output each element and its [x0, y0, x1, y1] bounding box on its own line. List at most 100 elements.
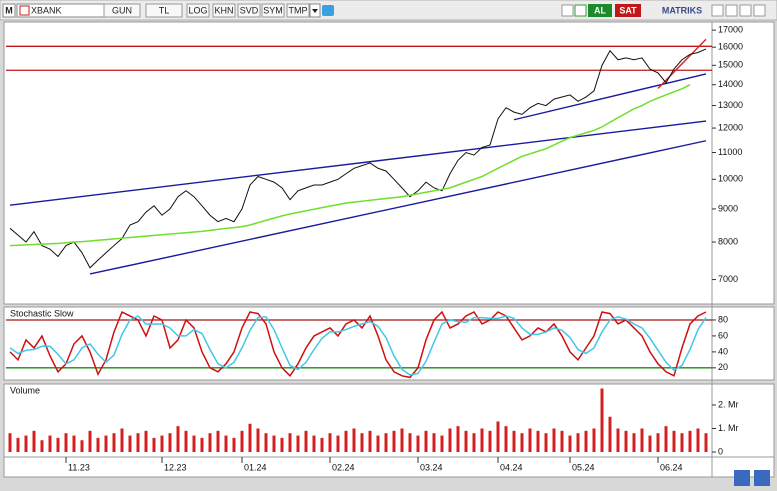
buy-label: AL: [594, 5, 606, 15]
volume-bar: [368, 430, 372, 452]
window-button[interactable]: [739, 4, 752, 17]
volume-bar: [184, 430, 188, 452]
toolbar-button[interactable]: [103, 3, 141, 18]
series-line: [9, 84, 691, 247]
volume-bar: [8, 433, 12, 452]
volume-bar: [344, 430, 348, 452]
trend-line: [657, 38, 707, 89]
twitter-icon[interactable]: [322, 5, 334, 16]
toolbar-button[interactable]: [261, 3, 285, 18]
volume-bar: [72, 435, 76, 452]
toolbar-button[interactable]: [186, 3, 210, 18]
sell-button[interactable]: [615, 4, 641, 17]
icon-button[interactable]: [574, 4, 587, 17]
volume-bar: [680, 433, 684, 452]
volume-bar: [448, 428, 452, 452]
y-tick-label: 2. Mr: [718, 399, 739, 409]
volume-bar: [464, 430, 468, 452]
volume-bar: [544, 433, 548, 452]
volume-bar: [584, 430, 588, 452]
trend-line: [513, 73, 707, 121]
volume-bar: [536, 430, 540, 452]
dropdown-arrow: [312, 9, 318, 13]
trend-line: [9, 120, 707, 206]
panel-title: Stochastic Slow: [10, 308, 74, 318]
volume-bar: [552, 428, 556, 452]
volume-bar: [40, 440, 44, 452]
volume-bar: [256, 428, 260, 452]
volume-bar: [328, 433, 332, 452]
y-tick-label: 80: [718, 314, 728, 324]
toolbar-button[interactable]: [212, 3, 236, 18]
volume-bar: [496, 421, 500, 452]
volume-bar: [504, 426, 508, 452]
volume-bar: [64, 433, 68, 452]
y-tick-label: 60: [718, 330, 728, 340]
volume-bar: [424, 430, 428, 452]
panel-title: Volume: [10, 385, 40, 395]
volume-bar: [136, 433, 140, 452]
volume-bar: [376, 435, 380, 452]
toolbar-button-label: LOG: [188, 5, 207, 15]
nav-button[interactable]: [734, 470, 750, 486]
toolbar-button[interactable]: [145, 3, 183, 18]
volume-bar: [32, 430, 36, 452]
sell-label: SAT: [619, 5, 637, 15]
window-button[interactable]: [725, 4, 738, 17]
toolbar-button-label: GUN: [112, 5, 132, 15]
nav-button[interactable]: [754, 470, 770, 486]
volume-bar: [592, 428, 596, 452]
volume-bar: [248, 423, 252, 452]
toolbar-button[interactable]: [237, 3, 261, 18]
volume-bar: [168, 433, 172, 452]
volume-bar: [520, 433, 524, 452]
y-tick-label: 15000: [718, 60, 743, 70]
logo: M: [5, 5, 13, 15]
volume-bar: [232, 437, 236, 452]
volume-bar: [408, 433, 412, 452]
y-tick-label: 1. Mr: [718, 423, 739, 433]
volume-bar: [216, 430, 220, 452]
volume-bar: [600, 388, 604, 452]
buy-button[interactable]: [588, 4, 612, 17]
logo-button[interactable]: [2, 3, 16, 18]
volume-bar: [264, 433, 268, 452]
toolbar-button[interactable]: [286, 3, 310, 18]
toolbar-button-label: TL: [159, 5, 170, 15]
volume-bar: [640, 428, 644, 452]
volume-bar: [288, 433, 292, 452]
volume-bar: [560, 430, 564, 452]
volume-bar: [416, 435, 420, 452]
x-tick-label: 03.24: [420, 462, 443, 472]
volume-bar: [272, 435, 276, 452]
volume-bar: [96, 437, 100, 452]
icon-button[interactable]: [561, 4, 574, 17]
window-button[interactable]: [711, 4, 724, 17]
volume-bar: [160, 435, 164, 452]
volume-bar: [56, 437, 60, 452]
volume-bar: [576, 433, 580, 452]
y-tick-label: 13000: [718, 100, 743, 110]
symbol: XBANK: [31, 5, 62, 15]
volume-bar: [352, 428, 356, 452]
volume-bar: [224, 435, 228, 452]
x-tick-label: 01.24: [244, 462, 267, 472]
volume-panel: [3, 383, 775, 458]
window-button[interactable]: [753, 4, 766, 17]
x-tick-label: 06.24: [660, 462, 683, 472]
volume-bar: [512, 430, 516, 452]
y-tick-label: 9000: [718, 203, 738, 213]
volume-bar: [616, 428, 620, 452]
volume-bar: [80, 440, 84, 452]
volume-bar: [456, 426, 460, 452]
volume-bar: [144, 430, 148, 452]
volume-bar: [440, 435, 444, 452]
volume-bar: [24, 435, 28, 452]
volume-bar: [152, 437, 156, 452]
volume-bar: [400, 428, 404, 452]
volume-bar: [384, 433, 388, 452]
volume-bar: [696, 428, 700, 452]
volume-bar: [608, 416, 612, 452]
volume-bar: [672, 430, 676, 452]
